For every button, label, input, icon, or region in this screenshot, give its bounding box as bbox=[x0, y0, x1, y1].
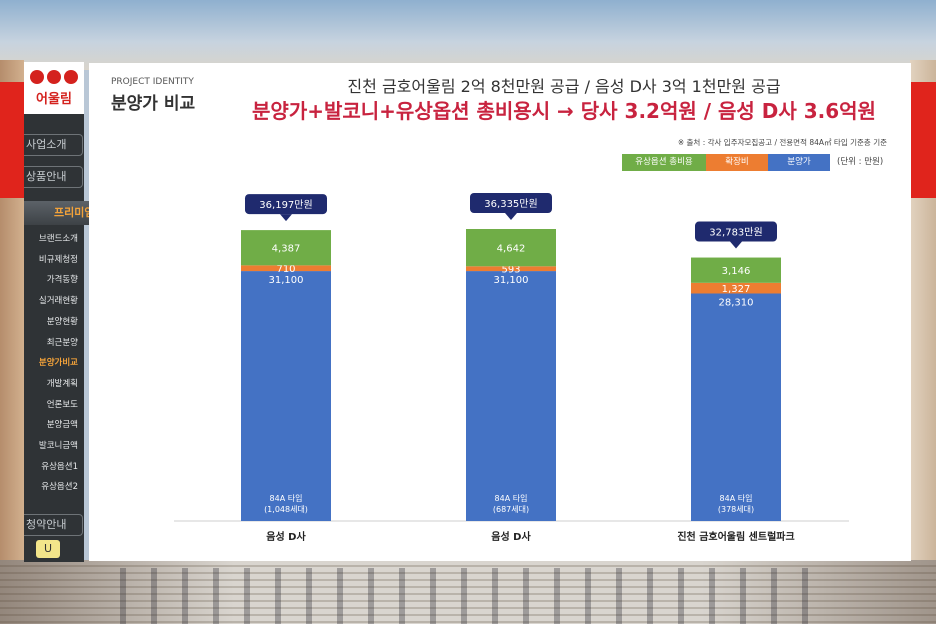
total-badge bbox=[245, 194, 327, 215]
headline-total-cost: 분양가+발코니+유상옵션 총비용시 → 당사 3.2억원 / 음성 D사 3.6… bbox=[252, 99, 876, 123]
total-label: 32,783만원 bbox=[709, 227, 762, 239]
bar-segment bbox=[691, 293, 781, 521]
total-badge-pointer bbox=[730, 241, 742, 249]
bar-note-type: 84A 타입 bbox=[270, 494, 303, 503]
total-badge bbox=[470, 193, 552, 213]
bar-note-units: (687세대) bbox=[493, 505, 529, 514]
bar-segment bbox=[466, 271, 556, 521]
bar-note-units: (378세대) bbox=[718, 505, 754, 514]
data-label: 4,387 bbox=[272, 244, 301, 255]
bar-note-type: 84A 타입 bbox=[720, 494, 753, 503]
bar-segment bbox=[241, 271, 331, 521]
content-panel: PROJECT IDENTITY 분양가 비교 진천 금호어울림 2억 8천만원… bbox=[89, 63, 911, 561]
x-tick-label: 음성 D사 bbox=[266, 530, 306, 543]
total-badge-pointer bbox=[280, 214, 292, 222]
logo[interactable]: 어울림 bbox=[24, 62, 84, 114]
sidebar-subitem[interactable]: 분양금액 bbox=[46, 420, 78, 431]
bar-segment bbox=[691, 282, 781, 294]
page-title: 분양가 비교 bbox=[111, 94, 196, 114]
sidebar: 어울림 사업소개 상품안내 프리미엄 브랜드소개 비규제청정 가격동향 실거래현황 분양… bbox=[24, 62, 106, 562]
bar-note-type: 84A 타입 bbox=[495, 494, 528, 503]
sidebar-subitem[interactable]: 유상옵션2 bbox=[41, 482, 78, 493]
x-tick-label: 진천 금호어울림 센트럴파크 bbox=[677, 530, 794, 543]
data-label: 710 bbox=[276, 264, 295, 275]
data-label: 593 bbox=[501, 265, 520, 276]
bar-note-units: (1,048세대) bbox=[264, 505, 308, 514]
sidebar-item-product[interactable]: 상품안내 bbox=[24, 166, 83, 188]
data-label: 31,100 bbox=[494, 275, 529, 286]
project-identity-label: PROJECT IDENTITY bbox=[111, 77, 194, 87]
source-note: ※ 출처 : 각사 입주자모집공고 / 전용면적 84A㎡ 타입 기준층 기준 bbox=[677, 138, 887, 147]
logo-dots-icon bbox=[30, 70, 78, 84]
bottom-u-button[interactable]: U bbox=[36, 540, 60, 558]
background-crowd bbox=[120, 568, 820, 624]
sidebar-subitem[interactable]: 분양가비교 bbox=[38, 358, 78, 369]
sidebar-subitem[interactable]: 유상옵션1 bbox=[41, 461, 78, 472]
data-label: 31,100 bbox=[269, 275, 304, 286]
unit-note: (단위 : 만원) bbox=[837, 157, 884, 167]
data-label: 28,310 bbox=[719, 297, 754, 308]
sidebar-subitem[interactable]: 최근분양 bbox=[46, 337, 78, 348]
red-banner-left bbox=[0, 82, 24, 198]
red-banner-right bbox=[910, 82, 936, 198]
bar-segment bbox=[466, 266, 556, 272]
total-badge-pointer bbox=[505, 213, 517, 220]
headline-supply: 진천 금호어울림 2억 8천만원 공급 / 음성 D사 3억 1천만원 공급 bbox=[347, 77, 781, 96]
sidebar-subitem[interactable]: 실거래현황 bbox=[38, 296, 78, 307]
data-label: 4,642 bbox=[497, 244, 526, 255]
sidebar-item-subscription[interactable]: 청약안내 bbox=[24, 514, 83, 536]
total-label: 36,197만원 bbox=[259, 199, 312, 211]
sidebar-subitem[interactable]: 브랜드소개 bbox=[38, 234, 78, 244]
logo-text: 어울림 bbox=[36, 92, 72, 107]
bar-segment bbox=[691, 257, 781, 283]
legend-option: 유상옵션 총비용 bbox=[622, 154, 706, 171]
total-badge bbox=[695, 221, 777, 242]
sidebar-subitem[interactable]: 발코니금액 bbox=[38, 441, 78, 451]
legend-price: 분양가 bbox=[768, 154, 830, 171]
data-label: 1,327 bbox=[722, 284, 751, 295]
bar-segment bbox=[241, 265, 331, 272]
legend-expansion: 확장비 bbox=[706, 154, 768, 171]
sidebar-subitem[interactable]: 가격동향 bbox=[46, 275, 78, 286]
x-tick-label: 음성 D사 bbox=[491, 530, 531, 543]
sidebar-subitem[interactable]: 언론보도 bbox=[46, 399, 78, 410]
sidebar-item-business[interactable]: 사업소개 bbox=[24, 134, 83, 156]
sidebar-subitem[interactable]: 비규제청정 bbox=[38, 254, 78, 265]
background-sky bbox=[0, 0, 936, 70]
total-label: 36,335만원 bbox=[484, 198, 537, 210]
background-stairs-shade bbox=[0, 560, 936, 624]
data-label: 3,146 bbox=[722, 266, 751, 277]
sidebar-subitem[interactable]: 분양현황 bbox=[46, 316, 78, 327]
sidebar-subitem[interactable]: 개발계획 bbox=[46, 378, 78, 389]
bar-segment bbox=[241, 230, 331, 266]
bar-segment bbox=[466, 229, 556, 267]
